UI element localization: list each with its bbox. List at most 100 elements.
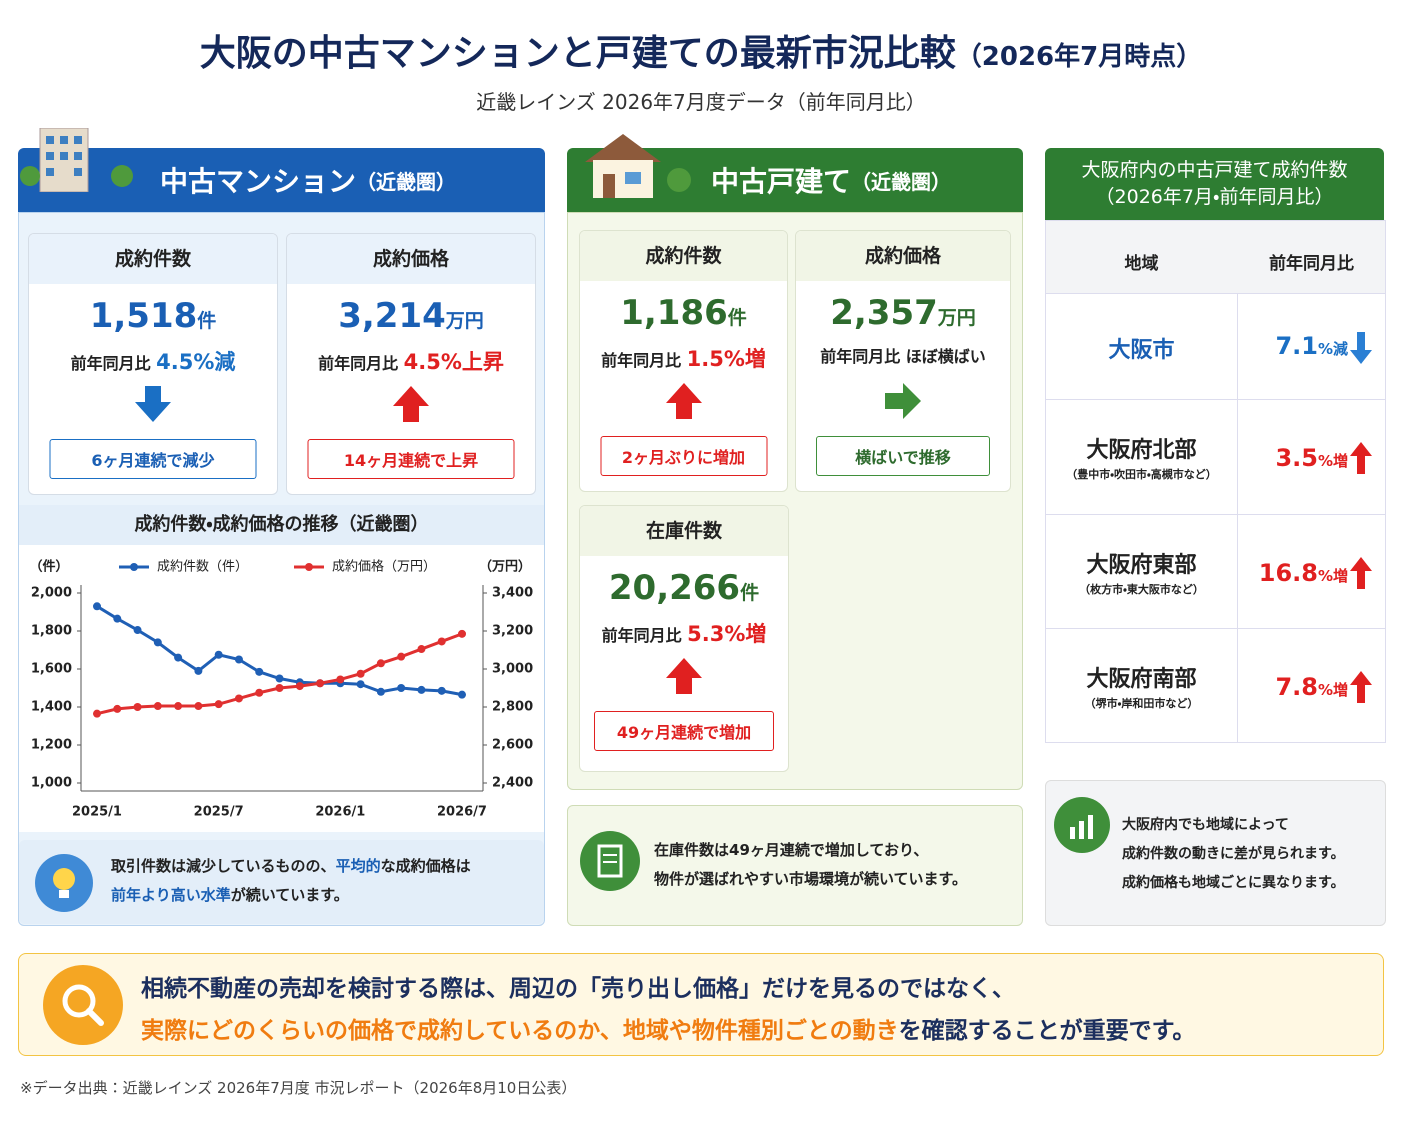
callout: 相続不動産の売却を検討する際は、周辺の「売り出し価格」だけを見るのではなく、 実際… xyxy=(18,953,1384,1056)
series-point xyxy=(214,650,223,659)
y2-tick-label: 2,800 xyxy=(492,700,533,715)
bulb-icon xyxy=(35,854,93,912)
value: 20,266 xyxy=(608,568,741,608)
series-point xyxy=(214,700,223,709)
legend-dot xyxy=(305,563,313,571)
card-value: 3,214万円 xyxy=(287,296,535,336)
unit: %増 xyxy=(1317,452,1348,470)
series-point xyxy=(255,667,264,676)
series-point xyxy=(295,682,304,691)
series-point xyxy=(153,638,162,647)
y2-tick-label: 2,600 xyxy=(492,738,533,753)
series-point xyxy=(174,702,183,711)
change-label: 前年同月比 xyxy=(820,347,901,366)
card-label: 成約価格 xyxy=(796,231,1010,281)
series-point xyxy=(234,655,243,664)
right-arrow xyxy=(885,383,921,419)
callout-line: を確認することが重要です。 xyxy=(898,1018,1196,1044)
x-tick-label: 2026/1 xyxy=(315,805,365,820)
osaka-header: 大阪府内の中古戸建て成約件数 （2026年7月・前年同月比） xyxy=(1045,148,1384,220)
card-label: 在庫件数 xyxy=(580,506,788,556)
series-point xyxy=(93,602,101,611)
series-point xyxy=(153,702,162,711)
note-highlight: 前年より高い水準 xyxy=(111,886,231,904)
chart-icon xyxy=(1054,797,1110,853)
badge: 横ばいで推移 xyxy=(816,436,990,476)
series-point xyxy=(194,666,203,675)
change: 16.8%増 xyxy=(1238,559,1348,587)
house-price-card: 成約価格 2,357万円 前年同月比 ほぼ横ばい 横ばいで推移 xyxy=(795,230,1011,492)
change: 1.5%増 xyxy=(686,347,766,371)
value: 2,357 xyxy=(830,293,938,333)
mansion-note: 取引件数は減少しているものの、平均的な成約価格は 前年より高い水準が続いています。 xyxy=(19,840,544,924)
unit: 件 xyxy=(727,307,747,329)
unit: 万円 xyxy=(445,310,484,332)
card-change: 前年同月比 5.3%増 xyxy=(580,618,788,648)
change-label: 前年同月比 xyxy=(70,354,151,373)
callout-highlight: 実際にどのくらいの価格で成約しているのか、地域や物件種別ごとの動き xyxy=(141,1018,899,1044)
mansion-count-card: 成約件数 1,518件 前年同月比 4.5%減 6ヶ月連続で減少 xyxy=(28,233,278,495)
unit: %増 xyxy=(1317,681,1348,699)
y-tick-label: 1,000 xyxy=(31,776,72,791)
up-arrow xyxy=(1350,442,1372,474)
series-point xyxy=(194,702,203,711)
series-point xyxy=(275,684,284,692)
unit: %減 xyxy=(1317,340,1348,358)
value: 16.8 xyxy=(1258,559,1318,587)
legend-dot xyxy=(130,563,138,571)
house-count-card: 成約件数 1,186件 前年同月比 1.5%増 2ヶ月ぶりに増加 xyxy=(579,230,788,492)
card-value: 20,266件 xyxy=(580,568,788,608)
y-tick-label: 1,400 xyxy=(31,700,72,715)
up-arrow xyxy=(665,383,702,419)
subtitle: 近畿レインズ 2026年7月度データ（前年同月比） xyxy=(476,90,926,114)
value: 7.8 xyxy=(1275,673,1318,701)
series-point xyxy=(275,674,284,683)
unit: %増 xyxy=(1317,567,1348,585)
note-part: が続いています。 xyxy=(230,886,349,904)
badge: 14ヶ月連続で上昇 xyxy=(307,439,515,479)
card-label: 成約価格 xyxy=(287,234,535,284)
osaka-table: 地域 前年同月比 大阪市 7.1%減 大阪府北部 （豊中市・吹田市・高槻市など）… xyxy=(1045,220,1386,743)
table-row: 大阪府東部 （枚方市・東大阪市など） 16.8%増 xyxy=(1046,514,1385,629)
y-tick-label: 1,600 xyxy=(31,662,72,677)
osaka-note: 大阪府内でも地域によって 成約件数の動きに差が見られます。 成約価格も地域ごとに異な… xyxy=(1045,780,1386,926)
column-divider xyxy=(1237,221,1238,742)
y-tick-label: 2,000 xyxy=(31,586,72,601)
x-tick-label: 2025/7 xyxy=(194,805,244,820)
building-icon xyxy=(20,128,133,192)
series-point xyxy=(458,690,466,699)
card-change: 前年同月比 1.5%増 xyxy=(580,343,787,373)
badge: 6ヶ月連続で減少 xyxy=(49,439,257,479)
table-header: 地域 前年同月比 xyxy=(1046,221,1385,293)
title-text: 大阪の中古マンションと戸建ての最新市況比較 xyxy=(199,33,956,74)
note-text: 取引件数は減少しているものの、平均的な成約価格は 前年より高い水準が続いています。 xyxy=(111,852,531,910)
osaka-title: （2026年7月・前年同月比） xyxy=(1095,186,1334,208)
series-point xyxy=(113,704,122,713)
change-label: 前年同月比 xyxy=(601,626,682,645)
house-stock-card: 在庫件数 20,266件 前年同月比 5.3%増 49ヶ月連続で増加 xyxy=(579,505,789,772)
change: 7.8%増 xyxy=(1238,673,1348,701)
series-point xyxy=(437,686,446,695)
value: 3.5 xyxy=(1275,444,1318,472)
note-highlight: 平均的 xyxy=(335,857,381,875)
region-sub: （堺市・岸和田市など） xyxy=(1084,697,1199,710)
x-tick-label: 2026/7 xyxy=(437,805,487,820)
mansion-header: 中古マンション （近畿圏） xyxy=(18,128,545,212)
note-line: 在庫件数は49ヶ月連続で増加しており、 xyxy=(654,841,929,859)
unit: 万円 xyxy=(937,307,976,329)
note-line: 成約価格も地域ごとに異なります。 xyxy=(1122,875,1345,891)
chart: （件） （万円） 1,000 1,200 1,400 1,600 1,800 2,000 2,4… xyxy=(19,545,544,832)
card-value: 1,186件 xyxy=(580,293,787,333)
title: 大阪の中古マンションと戸建ての最新市況比較（2026年7月時点） xyxy=(0,24,1402,76)
change: 3.5%増 xyxy=(1238,444,1348,472)
chart-title: 成約件数・成約価格の推移（近畿圏） xyxy=(19,505,544,545)
series-point xyxy=(356,669,365,678)
series-point xyxy=(133,626,142,635)
card-label: 成約件数 xyxy=(580,231,787,281)
card-change: 前年同月比 4.5%減 xyxy=(29,346,277,376)
legend-label: 成約価格（万円） xyxy=(332,559,436,575)
table-row: 大阪市 7.1%減 xyxy=(1046,293,1385,400)
y2-tick-label: 3,000 xyxy=(492,662,533,677)
value: 1,518 xyxy=(89,296,198,336)
